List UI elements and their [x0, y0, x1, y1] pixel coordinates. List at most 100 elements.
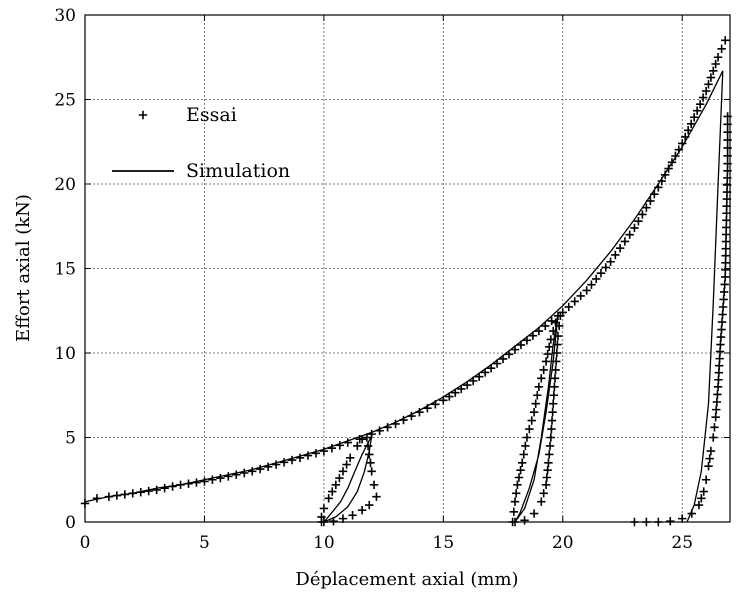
essai-point: [630, 223, 639, 233]
essai-point: [529, 407, 539, 417]
essai-point: [514, 473, 524, 482]
legend-plus-marker: [138, 110, 148, 120]
essai-point: [715, 347, 725, 356]
essai-point: [701, 86, 711, 96]
essai-point: [369, 480, 379, 490]
essai-point: [694, 500, 704, 510]
essai-point: [533, 391, 542, 400]
grid: [85, 15, 730, 522]
essai-point: [714, 368, 724, 377]
essai-point: [721, 258, 730, 267]
essai-point: [537, 497, 546, 506]
essai-point: [713, 53, 723, 62]
essai-point: [721, 251, 730, 260]
essai-point: [511, 489, 521, 498]
essai-point: [717, 325, 726, 334]
essai-point: [543, 465, 552, 475]
essai-point: [671, 151, 680, 161]
essai-point: [279, 458, 289, 467]
x-tick-label: 10: [313, 533, 335, 553]
essai-point: [718, 302, 728, 312]
simulation-line: [84, 70, 724, 503]
simulation-line: [686, 70, 724, 523]
essai-point: [582, 286, 591, 295]
legend-label-essai: Essai: [186, 104, 237, 126]
x-tick-label: 25: [671, 533, 693, 553]
essai-point: [544, 458, 553, 468]
essai-point: [699, 487, 708, 496]
essai-point: [601, 263, 610, 272]
essai-point: [541, 321, 550, 331]
essai-point: [255, 464, 265, 474]
essai-point: [367, 467, 376, 476]
essai-point: [719, 287, 729, 297]
essai-point: [634, 216, 643, 226]
essai-point: [529, 509, 539, 518]
essai-point: [547, 424, 556, 434]
essai-point: [606, 257, 615, 266]
essai-point: [348, 511, 357, 520]
essai-point: [718, 310, 727, 319]
essai-point: [335, 473, 344, 483]
essai-point: [710, 423, 719, 432]
essai-point: [335, 441, 345, 450]
essai-point: [705, 454, 714, 463]
essai-point: [722, 216, 731, 225]
essai-point: [547, 416, 557, 425]
essai-point: [548, 407, 557, 417]
essai-point: [200, 477, 209, 486]
essai-point: [719, 295, 728, 304]
essai-point: [666, 516, 675, 526]
essai-point: [311, 449, 321, 458]
essai-point: [564, 302, 573, 312]
essai-point: [517, 458, 527, 468]
essai-point: [721, 272, 730, 282]
essai-point: [319, 446, 329, 456]
essai-point: [295, 453, 305, 462]
essai-point: [692, 106, 702, 115]
x-tick-label: 20: [552, 533, 574, 553]
essai-point: [717, 44, 726, 53]
essai-point: [546, 433, 556, 442]
essai-point: [706, 446, 716, 456]
essai-point: [208, 475, 217, 484]
essai-point: [551, 365, 560, 375]
essai-point: [689, 113, 699, 122]
essai-point: [545, 450, 554, 459]
essai-point: [525, 424, 534, 434]
essai-point: [160, 484, 169, 493]
essai-point: [537, 374, 546, 383]
essai-point: [541, 357, 551, 366]
essai-point: [596, 269, 606, 278]
essai-point: [539, 489, 548, 498]
essai-point: [716, 340, 725, 349]
essai-point: [520, 516, 529, 525]
essai-point: [240, 468, 249, 478]
essai-point: [539, 365, 548, 375]
y-tick-label: 0: [65, 513, 76, 533]
essai-point: [711, 59, 720, 69]
essai-point: [722, 223, 731, 232]
essai-point: [709, 66, 718, 75]
legend: Essai Simulation: [112, 104, 290, 182]
essai-point: [704, 462, 713, 471]
essai-point: [319, 504, 329, 513]
essai-point: [721, 244, 731, 253]
y-tick-label: 25: [54, 91, 76, 111]
essai-point: [331, 480, 341, 490]
essai-point: [721, 237, 731, 246]
y-tick-label: 20: [54, 175, 76, 195]
legend-label-simulation: Simulation: [186, 160, 290, 182]
essai-point: [328, 487, 337, 496]
essai-point: [625, 230, 634, 239]
essai-point: [549, 391, 559, 400]
y-tick-label: 10: [54, 344, 76, 364]
essai-point: [545, 342, 554, 352]
essai-point: [711, 413, 720, 422]
y-axis-label: Effort axial (kN): [13, 194, 34, 342]
essai-point: [232, 470, 241, 479]
series-essai: [80, 36, 732, 527]
axis-ticks: 0 5 10 15 20 25 0 5 10 15 20 25 30: [54, 6, 730, 553]
essai-point: [522, 433, 532, 442]
